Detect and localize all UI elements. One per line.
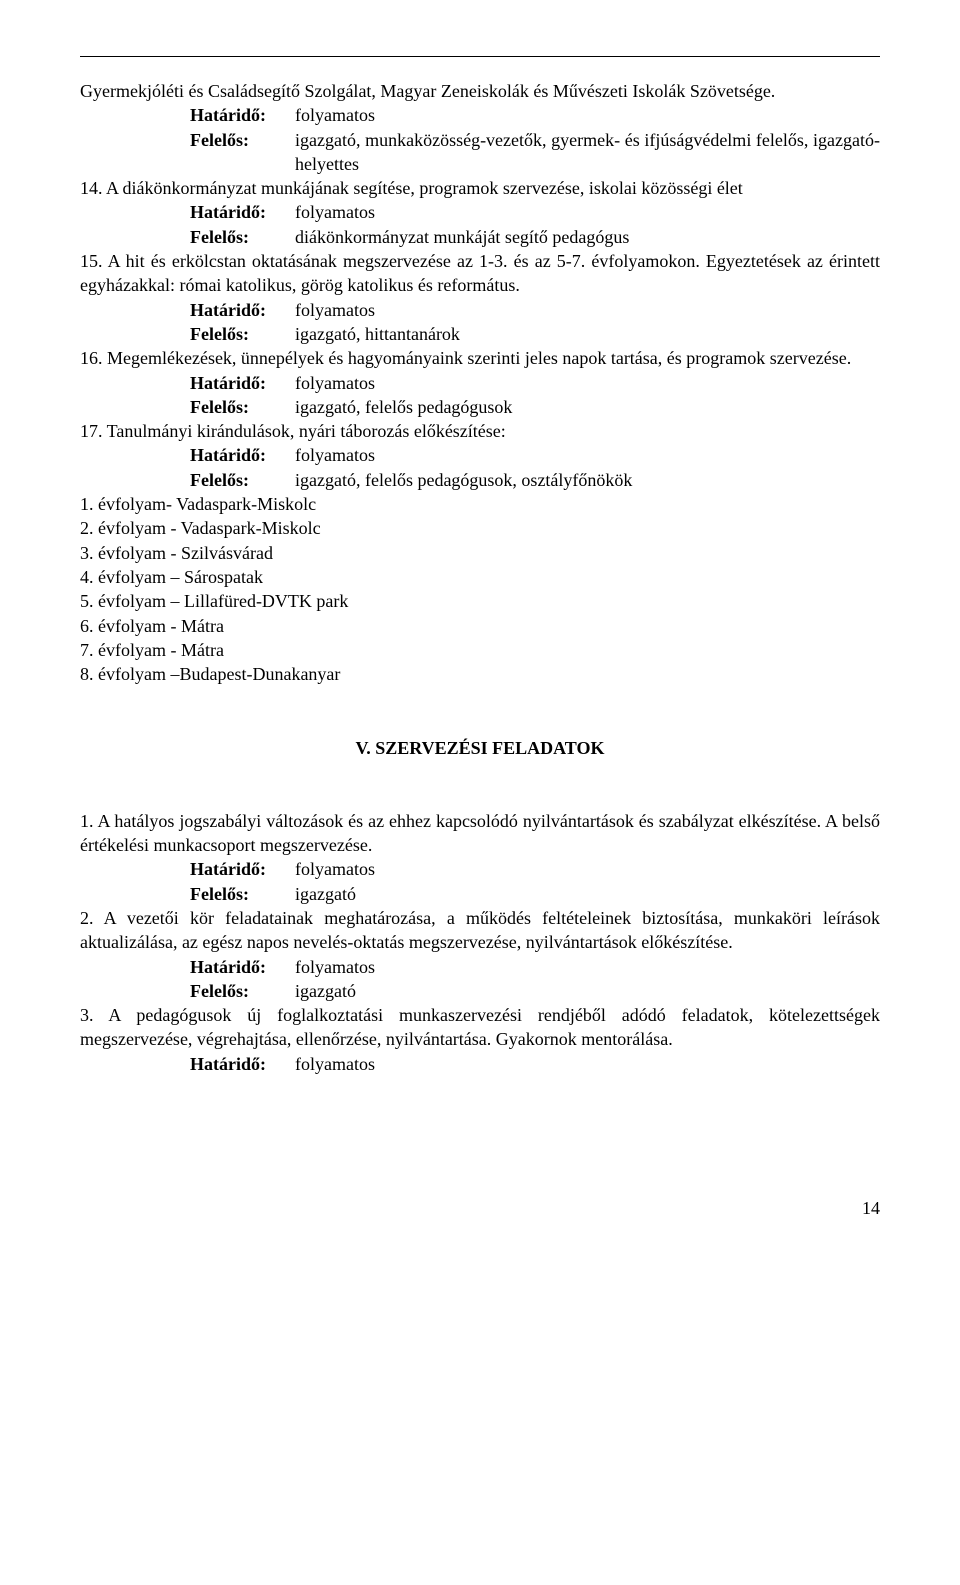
deadline-label: Határidő: [190,955,295,979]
sec5-item-2-meta: Határidő: folyamatos Felelős: igazgató [80,955,880,1004]
deadline-label: Határidő: [190,1052,295,1076]
responsible-label: Felelős: [190,882,295,906]
responsible-value: igazgató, felelős pedagógusok, osztályfő… [295,468,880,492]
item-14-text: 14. A diákönkormányzat munkájának segíté… [80,176,880,200]
responsible-value: igazgató, hittantanárok [295,322,880,346]
page-number: 14 [80,1196,880,1220]
item-15-text: 15. A hit és erkölcstan oktatásának megs… [80,249,880,298]
item-14-meta: Határidő: folyamatos Felelős: diákönkorm… [80,200,880,249]
deadline-label: Határidő: [190,298,295,322]
item-17-meta: Határidő: folyamatos Felelős: igazgató, … [80,443,880,492]
trip-8: 8. évfolyam –Budapest-Dunakanyar [80,662,880,686]
deadline-value: folyamatos [295,371,880,395]
item-17-text: 17. Tanulmányi kirándulások, nyári tábor… [80,419,880,443]
deadline-label: Határidő: [190,103,295,127]
responsible-label: Felelős: [190,128,295,177]
sec5-item-3-text: 3. A pedagógusok új foglalkoztatási munk… [80,1003,880,1052]
item-15-meta: Határidő: folyamatos Felelős: igazgató, … [80,298,880,347]
deadline-value: folyamatos [295,955,880,979]
trip-2: 2. évfolyam - Vadaspark-Miskolc [80,516,880,540]
trip-3: 3. évfolyam - Szilvásvárad [80,541,880,565]
responsible-label: Felelős: [190,395,295,419]
deadline-label: Határidő: [190,857,295,881]
deadline-label: Határidő: [190,200,295,224]
sec5-item-1-text: 1. A hatályos jogszabályi változások és … [80,809,880,858]
trip-4: 4. évfolyam – Sárospatak [80,565,880,589]
responsible-label: Felelős: [190,979,295,1003]
responsible-value: diákönkormányzat munkáját segítő pedagóg… [295,225,880,249]
trip-7: 7. évfolyam - Mátra [80,638,880,662]
sec5-item-3-meta: Határidő: folyamatos [80,1052,880,1076]
intro-text: Gyermekjóléti és Családsegítő Szolgálat,… [80,79,880,103]
responsible-label: Felelős: [190,225,295,249]
responsible-label: Felelős: [190,468,295,492]
responsible-value: igazgató [295,979,880,1003]
responsible-value: igazgató, munkaközösség-vezetők, gyermek… [295,128,880,177]
item-16-text: 16. Megemlékezések, ünnepélyek és hagyom… [80,346,880,370]
item-16-meta: Határidő: folyamatos Felelős: igazgató, … [80,371,880,420]
responsible-value: igazgató [295,882,880,906]
sec5-item-1-meta: Határidő: folyamatos Felelős: igazgató [80,857,880,906]
top-rule [80,56,880,57]
deadline-label: Határidő: [190,371,295,395]
trip-5: 5. évfolyam – Lillafüred-DVTK park [80,589,880,613]
trip-6: 6. évfolyam - Mátra [80,614,880,638]
responsible-value: igazgató, felelős pedagógusok [295,395,880,419]
deadline-label: Határidő: [190,443,295,467]
section-5-title: V. SZERVEZÉSI FELADATOK [80,736,880,760]
deadline-value: folyamatos [295,298,880,322]
trip-1: 1. évfolyam- Vadaspark-Miskolc [80,492,880,516]
deadline-value: folyamatos [295,1052,880,1076]
responsible-label: Felelős: [190,322,295,346]
deadline-value: folyamatos [295,200,880,224]
intro-meta: Határidő: folyamatos Felelős: igazgató, … [80,103,880,176]
sec5-item-2-text: 2. A vezetői kör feladatainak meghatároz… [80,906,880,955]
deadline-value: folyamatos [295,103,880,127]
deadline-value: folyamatos [295,443,880,467]
deadline-value: folyamatos [295,857,880,881]
